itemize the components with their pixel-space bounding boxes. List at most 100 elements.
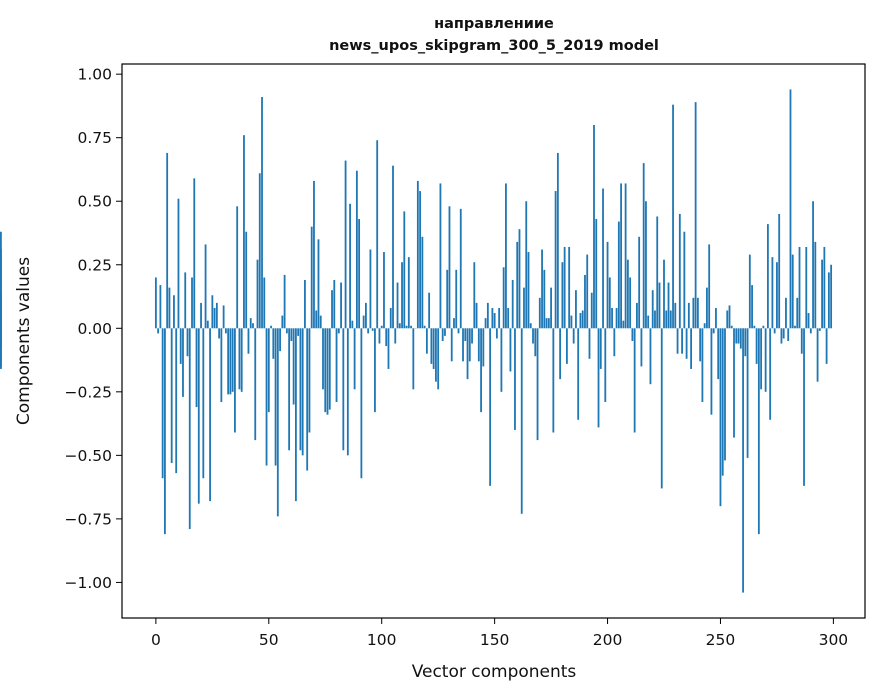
bar bbox=[507, 307, 510, 329]
bar bbox=[649, 328, 652, 385]
bar bbox=[495, 328, 498, 339]
bar bbox=[0, 249, 2, 329]
bar bbox=[624, 183, 627, 329]
bar bbox=[523, 287, 525, 329]
bar bbox=[335, 328, 338, 402]
bar bbox=[791, 254, 794, 329]
bar bbox=[636, 302, 638, 329]
bar bbox=[453, 318, 455, 329]
bar bbox=[263, 277, 266, 329]
bar bbox=[572, 328, 575, 344]
bar bbox=[161, 328, 164, 479]
bar bbox=[446, 269, 449, 329]
bar bbox=[547, 318, 550, 329]
bar bbox=[529, 323, 532, 329]
bar bbox=[595, 219, 598, 329]
bar bbox=[663, 259, 665, 329]
bar bbox=[805, 246, 808, 329]
bar bbox=[254, 328, 257, 441]
bar bbox=[306, 328, 309, 471]
bar bbox=[710, 328, 713, 415]
bar bbox=[265, 328, 268, 466]
bar bbox=[769, 328, 772, 420]
bar bbox=[821, 259, 823, 329]
bar bbox=[457, 328, 460, 334]
bar bbox=[315, 310, 318, 329]
bar bbox=[581, 310, 584, 329]
bar bbox=[778, 213, 781, 329]
bar bbox=[796, 297, 799, 329]
bar bbox=[182, 328, 184, 397]
bar bbox=[509, 328, 512, 372]
bar bbox=[717, 328, 720, 380]
x-axis: 0 50 100 150 200 250 300 bbox=[151, 618, 848, 649]
bar bbox=[480, 328, 482, 413]
bar bbox=[294, 328, 297, 502]
bar bbox=[606, 241, 609, 329]
bar bbox=[751, 285, 753, 329]
y-tick-label: 0.25 bbox=[77, 256, 112, 274]
bar bbox=[667, 282, 670, 329]
bar bbox=[597, 328, 600, 428]
bar bbox=[200, 302, 202, 329]
bar bbox=[432, 328, 435, 369]
bar bbox=[245, 231, 248, 329]
bar bbox=[746, 328, 749, 458]
bar bbox=[154, 277, 157, 329]
bar bbox=[164, 328, 166, 535]
bar bbox=[270, 325, 272, 329]
bar bbox=[340, 282, 342, 329]
bar bbox=[694, 102, 697, 329]
bar bbox=[613, 328, 616, 357]
bar bbox=[231, 328, 234, 392]
bar bbox=[760, 328, 763, 390]
bar-series bbox=[0, 89, 833, 593]
bar bbox=[412, 328, 415, 390]
bar bbox=[818, 328, 821, 331]
bar bbox=[439, 183, 442, 329]
bar bbox=[665, 310, 668, 329]
bar bbox=[450, 328, 453, 362]
bar bbox=[514, 328, 516, 430]
bar bbox=[565, 328, 568, 364]
bar bbox=[362, 315, 365, 329]
bar bbox=[498, 307, 501, 329]
bar bbox=[170, 328, 173, 463]
bar bbox=[712, 328, 715, 334]
bar bbox=[787, 328, 790, 341]
bar bbox=[482, 328, 485, 367]
bar bbox=[809, 328, 812, 334]
bar bbox=[823, 246, 826, 329]
bar bbox=[419, 191, 422, 329]
x-tick-label: 150 bbox=[480, 631, 510, 649]
bar bbox=[464, 328, 467, 341]
bar bbox=[534, 328, 537, 357]
bar bbox=[830, 264, 833, 329]
bar bbox=[642, 163, 645, 329]
chart-title-line2: news_upos_skipgram_300_5_2019 model bbox=[329, 38, 659, 54]
bar bbox=[728, 305, 731, 329]
bar bbox=[676, 328, 679, 354]
bar bbox=[0, 328, 2, 367]
bar bbox=[365, 302, 367, 329]
bar bbox=[197, 328, 200, 504]
bar bbox=[575, 290, 577, 329]
bar bbox=[827, 272, 830, 329]
bar bbox=[267, 328, 270, 413]
y-tick-label: 1.00 bbox=[77, 66, 112, 84]
x-tick-label: 50 bbox=[259, 631, 279, 649]
bar bbox=[505, 183, 507, 329]
bar bbox=[764, 328, 767, 392]
bar bbox=[403, 211, 406, 329]
bar bbox=[428, 292, 431, 329]
bar bbox=[209, 328, 211, 502]
bar bbox=[570, 315, 573, 329]
bar bbox=[276, 328, 279, 517]
bar bbox=[638, 236, 641, 329]
plot-frame bbox=[121, 63, 866, 619]
bar bbox=[744, 328, 747, 357]
bar bbox=[374, 328, 376, 413]
bar bbox=[159, 285, 162, 329]
bar bbox=[690, 328, 693, 369]
